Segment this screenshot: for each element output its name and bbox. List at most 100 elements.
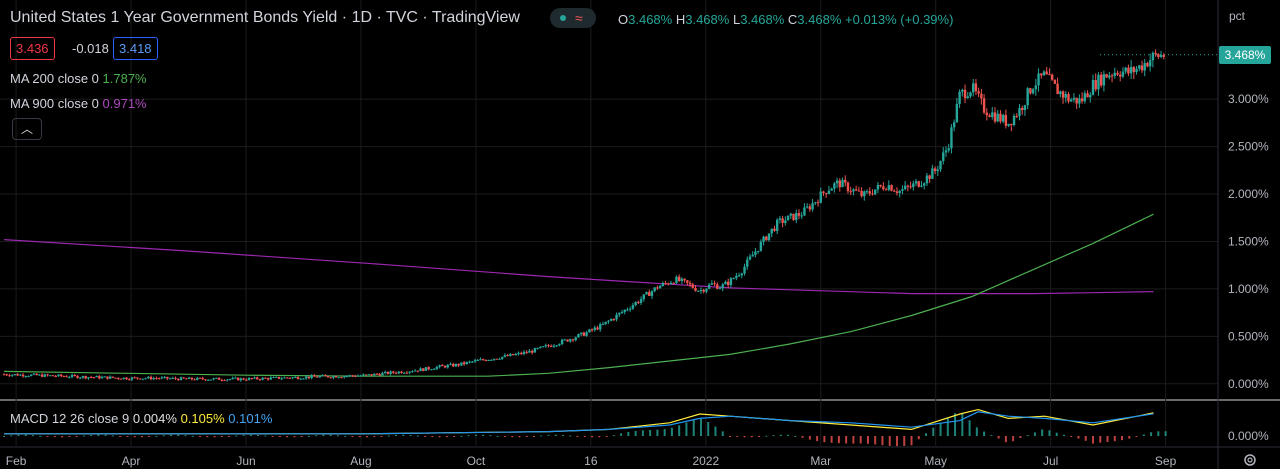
- candle-body: [686, 280, 689, 283]
- candle-body: [119, 378, 123, 380]
- candle-body: [1021, 107, 1024, 111]
- macd-hist-bar: [525, 436, 528, 437]
- macd-hist-bar: [10, 435, 13, 437]
- macd-hist-bar: [177, 434, 180, 436]
- candle-body: [430, 369, 433, 371]
- candle-body: [280, 378, 283, 380]
- macd-hist-bar: [97, 434, 100, 436]
- candle-body: [1059, 91, 1062, 95]
- macd-hist-bar: [460, 435, 463, 437]
- candle-body: [264, 377, 267, 379]
- candle-body: [1099, 74, 1103, 86]
- market-status-badge[interactable]: ≈: [550, 8, 596, 28]
- candle-body: [999, 113, 1002, 122]
- candle-body: [111, 376, 115, 378]
- candle-body: [1159, 55, 1163, 57]
- candle-body: [441, 365, 444, 367]
- platform-label: TradingView: [431, 9, 520, 26]
- macd-hist-bar: [184, 435, 187, 437]
- candle-body: [912, 183, 915, 188]
- candle-body: [582, 332, 586, 336]
- candle-body: [550, 345, 553, 347]
- ma200-legend[interactable]: MA 200 close 0 1.787%: [10, 71, 147, 86]
- price-candles: [2, 49, 1165, 382]
- macd-hist-bar: [925, 433, 928, 436]
- macd-hist-bar: [932, 427, 935, 436]
- macd-hist-bar: [917, 436, 920, 440]
- macd-hist-bar: [975, 427, 978, 436]
- candle-body: [770, 228, 773, 234]
- candle-body: [895, 191, 899, 193]
- candle-body: [212, 378, 215, 380]
- candle-body: [841, 179, 844, 188]
- candle-body: [201, 378, 204, 380]
- gear-icon[interactable]: [1242, 452, 1258, 468]
- candle-body: [245, 379, 248, 381]
- buy-button[interactable]: 3.418: [113, 37, 158, 60]
- macd-hist-bar: [278, 436, 281, 437]
- candle-body: [313, 375, 316, 377]
- candle-body: [89, 377, 93, 379]
- x-tick-label: Jul: [1043, 454, 1058, 468]
- macd-hist-bar: [68, 436, 71, 438]
- ma900-legend[interactable]: MA 900 close 0 0.971%: [10, 96, 147, 111]
- candle-body: [827, 190, 831, 194]
- macd-hist-bar: [315, 435, 318, 437]
- macd-hist-bar: [758, 436, 761, 437]
- candle-body: [1061, 91, 1065, 98]
- wave-icon: ≈: [575, 10, 583, 26]
- symbol-title[interactable]: United States 1 Year Government Bonds Yi…: [10, 9, 338, 26]
- macd-hist-bar: [692, 419, 695, 436]
- candle-body: [596, 327, 599, 330]
- candle-body: [1083, 93, 1087, 102]
- macd-hist-bar: [1019, 436, 1022, 438]
- y-tick-label: 1.500%: [1228, 234, 1269, 248]
- candle-body: [773, 228, 776, 231]
- candle-body: [449, 363, 452, 365]
- candle-body: [87, 377, 90, 379]
- candle-body: [394, 372, 398, 374]
- candle-body: [797, 213, 801, 216]
- candle-body: [193, 379, 196, 381]
- candle-body: [1132, 67, 1136, 73]
- macd-hist-bar: [1004, 436, 1007, 443]
- candle-body: [740, 273, 743, 276]
- candle-body: [1004, 114, 1008, 126]
- macd-hist-bar: [685, 422, 688, 436]
- candle-body: [544, 345, 547, 347]
- candle-body: [38, 374, 41, 376]
- candle-body: [612, 319, 616, 321]
- candle-body: [1110, 75, 1114, 77]
- sell-button[interactable]: 3.436: [10, 37, 55, 60]
- candle-body: [68, 377, 71, 379]
- candle-body: [231, 377, 234, 380]
- candle-body: [324, 375, 327, 377]
- candle-body: [819, 191, 822, 203]
- change-value: +0.013% (+0.39%): [845, 12, 954, 27]
- candle-body: [1078, 98, 1081, 104]
- candle-body: [1040, 73, 1043, 76]
- macd-hist-bar: [133, 436, 136, 438]
- candle-body: [435, 366, 439, 369]
- macd-legend[interactable]: MACD 12 26 close 9 0.004% 0.105% 0.101%: [10, 411, 273, 426]
- macd-hist-bar: [358, 436, 361, 438]
- macd-hist-bar: [569, 435, 572, 437]
- interval-label[interactable]: 1D: [351, 9, 373, 26]
- macd-hist-bar: [729, 436, 731, 437]
- candle-body: [177, 378, 180, 381]
- macd-hist-bar: [1012, 436, 1015, 442]
- candle-body: [21, 374, 25, 377]
- macd-hist-bar: [765, 435, 768, 437]
- macd-hist-bar: [866, 436, 869, 444]
- macd-hist-bar: [90, 434, 93, 436]
- macd-hist-bar: [32, 435, 35, 437]
- candle-body: [462, 362, 466, 365]
- candle-body: [405, 372, 409, 374]
- macd-hist-bar: [801, 436, 804, 438]
- collapse-legend-button[interactable]: ︿: [12, 118, 42, 140]
- macd-hist-bar: [910, 436, 913, 446]
- candle-body: [694, 287, 697, 291]
- macd-hist-bar: [17, 434, 20, 436]
- chevron-up-icon: ︿: [20, 122, 33, 136]
